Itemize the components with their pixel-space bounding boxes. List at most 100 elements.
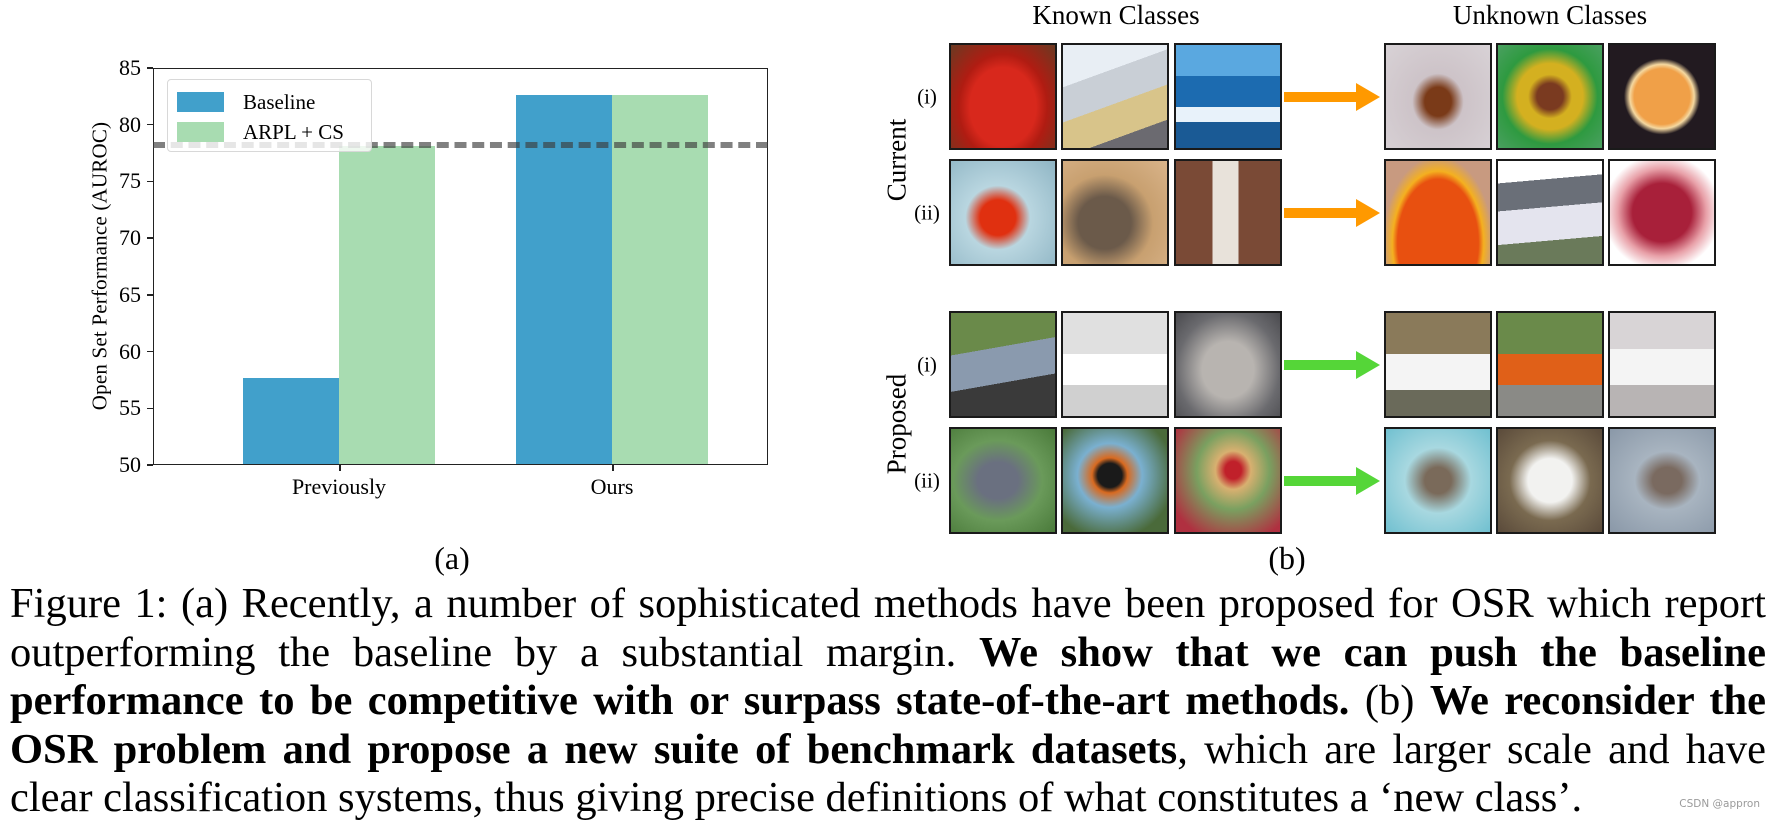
legend-swatch-arpl-cs xyxy=(177,122,224,142)
arrow-head xyxy=(1356,83,1380,111)
known-image-boat xyxy=(1174,43,1282,150)
image-content xyxy=(1498,313,1602,416)
bar-baseline-ours xyxy=(516,95,612,465)
unknown-image-orange-slice xyxy=(1384,159,1492,266)
watermark: CSDN @appron xyxy=(1679,798,1760,810)
y-tick-mark xyxy=(147,350,153,353)
plot-frame xyxy=(153,68,768,465)
unknown-image-house xyxy=(1496,159,1604,266)
legend-swatch-baseline xyxy=(177,92,224,112)
panel-a-label: (a) xyxy=(434,540,470,576)
y-tick-mark xyxy=(147,180,153,183)
y-tick-label: 70 xyxy=(119,225,141,251)
known-image-stone-arch xyxy=(1174,159,1282,266)
unknown-image-pelican xyxy=(1496,427,1604,534)
y-tick-mark xyxy=(147,67,153,69)
bar-baseline-previously xyxy=(243,377,339,465)
row-label-current-i: (i) xyxy=(917,84,937,109)
unknown-image-grebe-duck xyxy=(1384,427,1492,534)
chart-legend: Baseline ARPL + CS xyxy=(167,79,372,152)
panel-b-label: (b) xyxy=(1268,540,1306,576)
caption-bold-1: We show that we can push the baseline pe… xyxy=(10,628,1766,725)
image-content xyxy=(1386,161,1490,264)
y-tick-mark xyxy=(147,464,153,466)
image-content xyxy=(1176,45,1280,148)
known-image-goldfish xyxy=(949,159,1057,266)
x-tick-label-ours: Ours xyxy=(590,474,634,499)
caption-bold-2: We reconsider the OSR problem and propos… xyxy=(10,677,1767,773)
x-tick-mark xyxy=(612,465,614,471)
figure-caption: Figure 1: (a) Recently, a number of soph… xyxy=(10,580,1766,823)
y-tick-label: 55 xyxy=(119,395,141,421)
unknown-classes-header: Unknown Classes xyxy=(1452,0,1648,30)
legend-item-baseline: Baseline xyxy=(177,89,316,114)
image-content xyxy=(1176,313,1280,416)
unknown-image-orange xyxy=(1608,43,1716,150)
image-content xyxy=(1610,429,1714,532)
row-label-proposed-i: (i) xyxy=(917,352,937,377)
y-tick-mark xyxy=(147,294,153,296)
unknown-image-orange-coupe xyxy=(1496,311,1604,418)
reference-dashed-line xyxy=(153,142,768,149)
y-tick-mark xyxy=(147,123,153,126)
arrow-head xyxy=(1356,351,1380,379)
known-image-grey-catbird xyxy=(949,427,1057,534)
image-content xyxy=(1063,45,1167,148)
caption-mid: (b) xyxy=(1349,677,1430,724)
bar-chart-panel-a: 50 55 60 65 70 75 80 85 Open Set Performance (A… xyxy=(0,0,880,576)
x-tick-mark xyxy=(339,465,341,471)
image-content xyxy=(1498,161,1602,264)
known-image-white-sedan xyxy=(1061,311,1169,418)
unknown-image-pomegranate xyxy=(1608,159,1716,266)
known-image-towhee xyxy=(1061,427,1169,534)
arrow-shaft xyxy=(1284,208,1358,218)
legend-item-arpl-cs: ARPL + CS xyxy=(177,120,344,144)
unknown-image-bottle xyxy=(1384,43,1492,150)
image-content xyxy=(1386,313,1490,416)
known-classes-header: Known Classes xyxy=(1032,0,1200,30)
image-content xyxy=(1498,429,1602,532)
image-content xyxy=(1176,161,1280,264)
image-content xyxy=(951,429,1055,532)
y-axis-label: Open Set Performance (AUROC) xyxy=(87,121,112,411)
image-content xyxy=(1386,45,1490,148)
unknown-image-sunflower xyxy=(1496,43,1604,150)
y-tick-label: 85 xyxy=(119,55,141,80)
y-tick-label: 80 xyxy=(119,111,141,137)
image-content xyxy=(1063,429,1167,532)
arrow-right-icon xyxy=(1284,83,1380,111)
x-tick-label-previously: Previously xyxy=(291,474,387,499)
image-content xyxy=(1610,45,1714,148)
y-tick-label: 75 xyxy=(119,168,141,194)
image-content xyxy=(1498,45,1602,148)
y-tick-label: 65 xyxy=(119,281,141,307)
image-content xyxy=(951,313,1055,416)
arrow-shaft xyxy=(1284,360,1358,370)
unknown-image-white-suv xyxy=(1608,311,1716,418)
y-tick-mark xyxy=(147,407,153,410)
known-image-truck xyxy=(1061,43,1169,150)
known-image-grey-sedan xyxy=(949,311,1057,418)
image-content xyxy=(1063,161,1167,264)
bar-arpl-cs-previously xyxy=(339,146,435,465)
known-image-cougar xyxy=(1061,159,1169,266)
y-tick-label: 60 xyxy=(119,338,141,364)
legend-label-baseline: Baseline xyxy=(243,89,316,114)
unknown-image-gull xyxy=(1608,427,1716,534)
arrow-shaft xyxy=(1284,476,1358,486)
row-label-current-ii: (ii) xyxy=(914,200,940,225)
arrow-head xyxy=(1356,199,1380,227)
image-content xyxy=(1610,161,1714,264)
group-label-proposed: Proposed xyxy=(881,373,912,475)
bar-arpl-cs-ours xyxy=(612,95,708,465)
arrow-head xyxy=(1356,467,1380,495)
y-tick-label: 50 xyxy=(119,452,141,477)
y-tick-mark xyxy=(147,237,153,239)
image-content xyxy=(1063,313,1167,416)
group-label-current: Current xyxy=(881,118,912,202)
image-content xyxy=(951,45,1055,148)
caption-suffix: , which are larger scale and have clear … xyxy=(10,725,1766,822)
caption-prefix: Figure 1: (a) Recently, a number of soph… xyxy=(10,580,1766,676)
image-content xyxy=(1386,429,1490,532)
known-image-red-sports-car xyxy=(949,43,1057,150)
